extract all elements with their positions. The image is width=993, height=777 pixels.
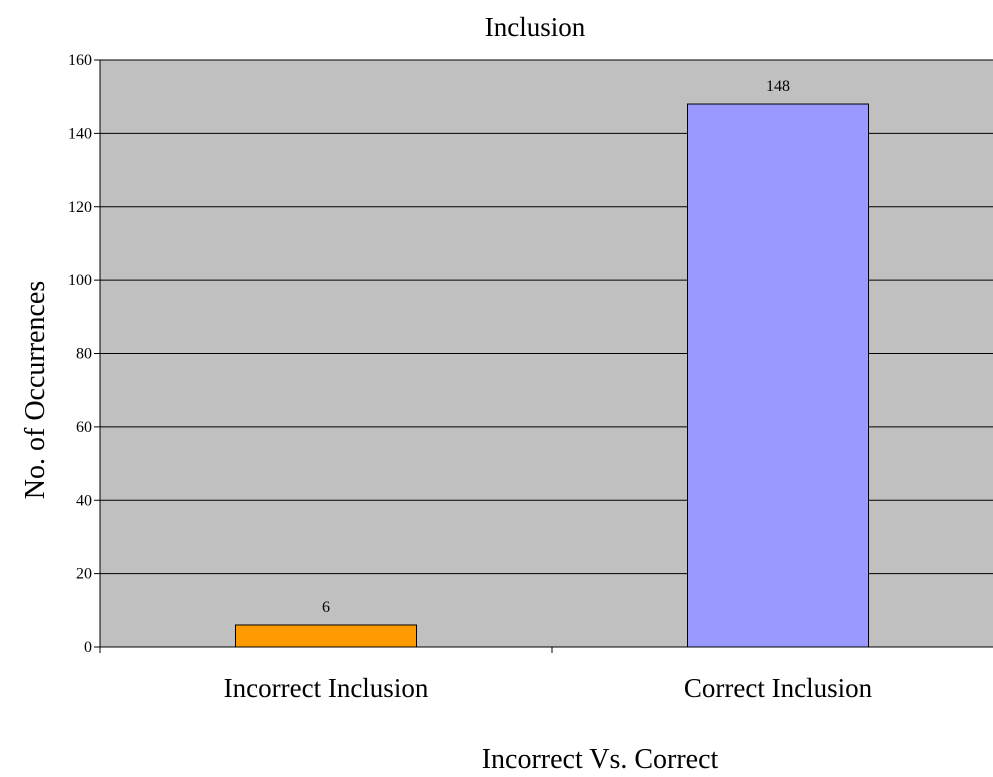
bars <box>235 103 869 648</box>
y-axis-title: No. of Occurrences <box>20 281 51 499</box>
y-tick-label: 20 <box>76 566 92 583</box>
data-label: 6 <box>322 599 330 616</box>
bar <box>687 103 869 648</box>
chart-title: Inclusion <box>485 12 586 42</box>
x-tick-label: Incorrect Inclusion <box>224 673 429 703</box>
bar <box>235 624 417 648</box>
y-axis: 0 20 40 60 80 100 120 140 160 <box>68 52 101 656</box>
data-labels: 6 148 <box>322 78 790 616</box>
y-tick-label: 40 <box>76 492 92 509</box>
y-tick-label: 160 <box>68 52 92 69</box>
y-tick-label: 80 <box>76 346 92 363</box>
y-tick-label: 60 <box>76 419 92 436</box>
y-tick-label: 140 <box>68 125 92 142</box>
y-tick-label: 120 <box>68 199 92 216</box>
x-axis: Incorrect Inclusion Correct Inclusion <box>99 646 993 703</box>
data-label: 148 <box>766 78 790 95</box>
x-tick-label: Correct Inclusion <box>684 673 873 703</box>
y-tick-label: 0 <box>84 639 92 656</box>
y-tick-label: 100 <box>68 272 92 289</box>
x-axis-title: Incorrect Vs. Correct <box>482 744 719 775</box>
